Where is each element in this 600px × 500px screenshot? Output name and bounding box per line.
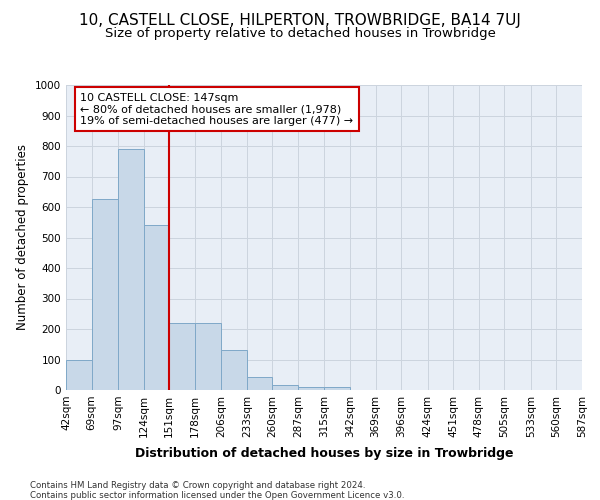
Text: 10, CASTELL CLOSE, HILPERTON, TROWBRIDGE, BA14 7UJ: 10, CASTELL CLOSE, HILPERTON, TROWBRIDGE… (79, 12, 521, 28)
Bar (92, 200, 118, 390)
Bar (143, 226, 169, 390)
Bar (118, 149, 143, 390)
Text: Size of property relative to detached houses in Trowbridge: Size of property relative to detached ho… (104, 28, 496, 40)
Bar (66, 360, 92, 390)
Text: Contains public sector information licensed under the Open Government Licence v3: Contains public sector information licen… (30, 491, 404, 500)
Text: 10 CASTELL CLOSE: 147sqm
← 80% of detached houses are smaller (1,978)
19% of sem: 10 CASTELL CLOSE: 147sqm ← 80% of detach… (80, 92, 353, 126)
Bar (325, 387, 350, 390)
Bar (169, 323, 195, 390)
Bar (247, 377, 272, 390)
Bar (272, 386, 298, 390)
Bar (298, 387, 325, 390)
Bar (195, 323, 221, 390)
Text: Contains HM Land Registry data © Crown copyright and database right 2024.: Contains HM Land Registry data © Crown c… (30, 481, 365, 490)
Text: Distribution of detached houses by size in Trowbridge: Distribution of detached houses by size … (135, 448, 513, 460)
Bar (221, 350, 247, 390)
Y-axis label: Number of detached properties: Number of detached properties (16, 144, 29, 330)
